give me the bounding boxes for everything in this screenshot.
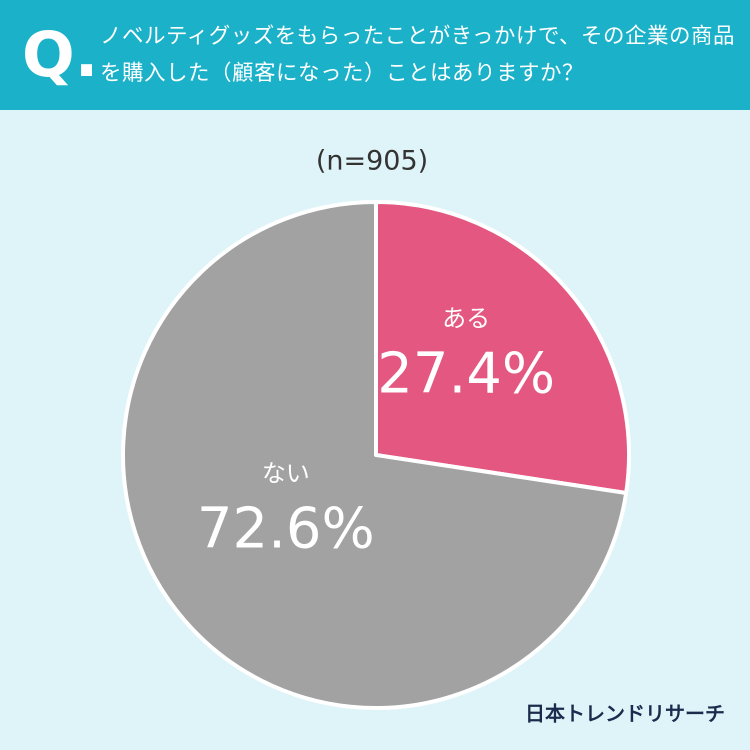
chart-subtitle: (n=905) — [316, 146, 428, 177]
value-label: 72.6% — [197, 497, 375, 562]
slice-label: ある — [442, 304, 490, 332]
question-mark: Q. — [22, 18, 99, 91]
chart: (n=905) 日本トレンドリサーチ ある 27.4% ない 72.6% — [121, 146, 725, 726]
pie-slice — [374, 200, 631, 496]
pie-slice — [121, 200, 629, 710]
value-label: 27.4% — [377, 342, 555, 407]
slice-label: ない — [262, 460, 310, 488]
header: Q. ノベルティグッズをもらったことがきっかけで、その企業の商品を購入した（顧客… — [0, 0, 750, 110]
brand: 日本トレンドリサーチ — [525, 702, 725, 726]
chart-title: ノベルティグッズをもらったことがきっかけで、その企業の商品を購入した（顧客になっ… — [100, 24, 735, 86]
